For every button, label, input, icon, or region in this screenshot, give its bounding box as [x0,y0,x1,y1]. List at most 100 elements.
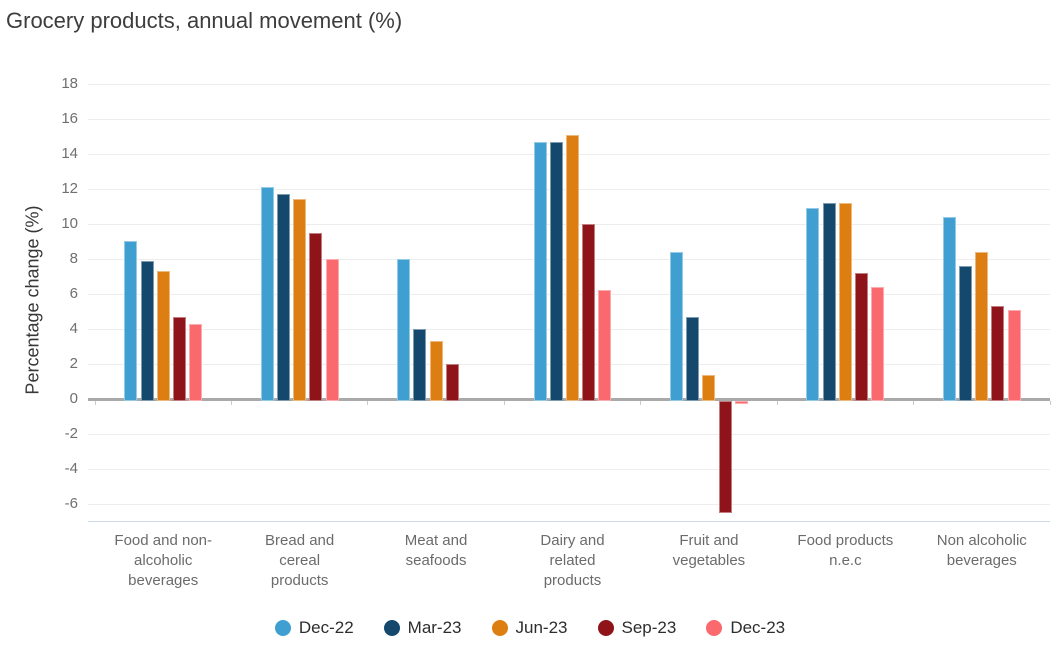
bar-sep-23 [582,223,596,401]
legend: Dec-22 Mar-23 Jun-23 Sep-23 Dec-23 [0,618,1060,638]
bar-mar-23 [276,194,290,401]
x-category-label-line: Food products [797,532,894,549]
x-axis-tick [913,400,915,405]
y-tick-label: 12 [61,180,78,198]
x-category-label: Bread and cereal products [231,531,367,591]
bar-jun-23 [293,199,307,401]
x-category-label: Meat and seafoods [368,531,504,571]
y-tick-label: 10 [61,215,78,233]
bar-mar-23 [686,316,700,401]
y-tick-label: -6 [64,495,78,513]
x-category-label-line: Meat and [404,532,468,549]
x-category-label-line: seafoods [405,552,467,569]
legend-label: Dec-22 [298,618,354,637]
bar-dec-22 [397,258,411,401]
bar-sep-23 [309,232,323,401]
x-category-label-line: beverages [946,552,1017,569]
bar-dec-23 [325,258,339,401]
x-category-label-line: Dairy and [540,532,605,549]
bar-dec-22 [533,141,547,401]
x-category-label: Food and non-alcoholic beverages [95,531,231,591]
chart-title: Grocery products, annual movement (%) [6,8,403,33]
legend-label: Sep-23 [621,618,677,637]
y-tick-label: -4 [64,460,78,478]
x-axis-tick [94,400,96,405]
bar-mar-23 [822,202,836,401]
x-category-label-line: Bread and [265,532,335,549]
bar-mar-23 [413,329,427,401]
x-category-label-line: Fruit and [679,532,739,549]
legend-item-jun-23[interactable]: Jun-23 [491,618,568,638]
bar-jun-23 [156,271,170,401]
x-axis-tick [367,400,369,405]
bar-mar-23 [549,141,563,401]
bar-sep-23 [172,316,186,401]
bar-jun-23 [975,251,989,401]
legend-label: Mar-23 [407,618,462,637]
x-category-label: Food products n.e.c [777,531,913,571]
x-category-label-line: n.e.c [829,552,862,569]
gridline [88,83,1050,85]
y-tick-label: 2 [69,355,78,373]
bar-dec-22 [942,216,956,401]
y-tick-label: 14 [61,145,78,163]
x-category-label-line: vegetables [672,552,746,569]
legend-marker-icon [383,620,400,636]
legend-item-dec-23[interactable]: Dec-23 [706,618,785,638]
legend-marker-icon [597,620,614,636]
legend-marker-icon [706,620,723,636]
bar-dec-22 [124,241,138,401]
bar-jun-23 [429,341,443,401]
x-axis-tick [640,400,642,405]
legend-marker-icon [491,620,508,636]
bar-dec-23 [1007,309,1021,401]
x-axis-tick [776,400,778,405]
x-category-label-line: Non alcoholic [936,532,1027,549]
y-tick-label: 18 [61,75,78,92]
x-category-label-line: Food and non- [114,532,212,549]
bar-sep-23 [718,400,732,513]
bar-dec-23 [871,286,885,401]
y-tick-label: 16 [61,110,78,128]
x-axis-tick [1049,400,1051,405]
plot-bottom-border [88,521,1050,522]
x-category-label-line: related [549,552,596,569]
bar-sep-23 [991,306,1005,401]
y-tick-label: -2 [64,425,78,443]
bar-mar-23 [140,260,154,401]
bar-jun-23 [702,374,716,401]
bar-jun-23 [838,202,852,401]
x-category-label-line: beverages [128,572,199,589]
bar-dec-22 [670,251,684,401]
legend-item-sep-23[interactable]: Sep-23 [597,618,677,638]
gridline [88,433,1050,435]
x-axis-tick [230,400,232,405]
y-tick-label: 0 [69,390,78,408]
legend-label: Jun-23 [515,618,568,637]
x-category-label: Non alcoholic beverages [914,531,1050,571]
y-tick-label: 8 [69,250,78,268]
gridline [88,503,1050,505]
x-category-label-line: cereal [279,552,321,569]
gridline [88,118,1050,120]
bar-sep-23 [855,272,869,401]
x-category-label-line: alcoholic [134,552,193,569]
bar-dec-22 [260,187,274,401]
x-category-label: Dairy and related products [504,531,640,591]
x-axis-tick [503,400,505,405]
legend-marker-icon [274,620,291,636]
legend-label: Dec-23 [730,618,786,637]
legend-item-mar-23[interactable]: Mar-23 [383,618,462,638]
legend-item-dec-22[interactable]: Dec-22 [274,618,354,638]
y-tick-label: 4 [69,320,78,338]
x-category-label: Fruit and vegetables [641,531,777,571]
gridline [88,468,1050,470]
x-category-label-line: products [270,572,329,589]
plot-area: 18 16 14 12 10 8 6 4 2 0 -2 -4 -6 Food and non-alcoho… [61,75,1051,589]
bar-dec-23 [189,323,203,401]
bar-dec-22 [806,208,820,401]
bar-jun-23 [566,134,579,401]
bar-mar-23 [959,265,973,401]
y-tick-label: 6 [69,285,78,303]
bar-sep-23 [445,364,459,401]
